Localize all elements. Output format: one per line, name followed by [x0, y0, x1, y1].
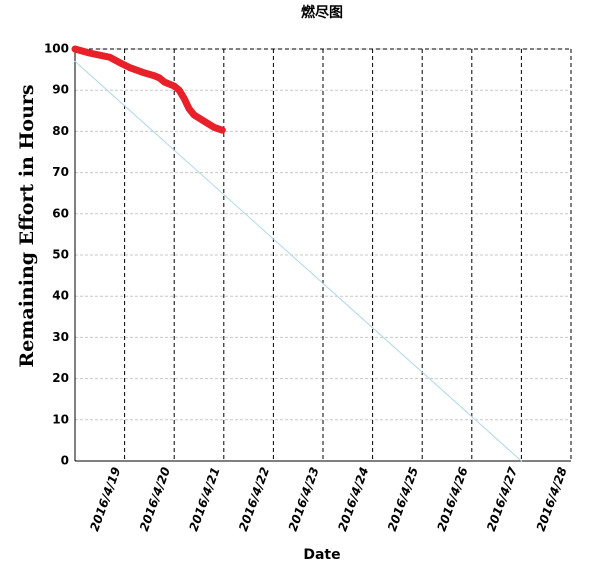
y-tick-label: 40: [52, 289, 69, 303]
x-tick-label: 2016/4/27: [484, 465, 520, 534]
y-tick-label: 90: [52, 83, 69, 97]
series-line: [71, 45, 226, 134]
x-tick-label: 2016/4/22: [236, 465, 272, 533]
x-axis-label: Date: [303, 547, 340, 563]
y-tick-label: 100: [44, 42, 69, 56]
x-tick-label: 2016/4/24: [335, 465, 371, 533]
x-tick-label: 2016/4/26: [434, 465, 470, 533]
x-tick-label: 2016/4/21: [186, 465, 222, 533]
y-tick-label: 0: [61, 454, 69, 468]
x-tick-label: 2016/4/28: [534, 465, 570, 533]
x-tick-label: 2016/4/19: [87, 465, 123, 533]
series-line: [74, 60, 522, 462]
x-tick-label: 2016/4/20: [137, 465, 173, 533]
x-tick-label: 2016/4/23: [286, 465, 322, 533]
y-tick-label: 80: [52, 124, 69, 138]
y-tick-label: 60: [52, 206, 69, 220]
y-axis-label: Remaining Effort in Hours: [16, 84, 38, 367]
y-tick-label: 20: [52, 371, 69, 385]
y-tick-label: 70: [52, 165, 69, 179]
chart-title: 燃尽图: [301, 4, 343, 21]
y-tick-label: 10: [52, 412, 69, 426]
x-tick-label: 2016/4/25: [385, 465, 421, 533]
y-tick-label: 30: [52, 330, 69, 344]
y-tick-label: 50: [52, 248, 69, 262]
